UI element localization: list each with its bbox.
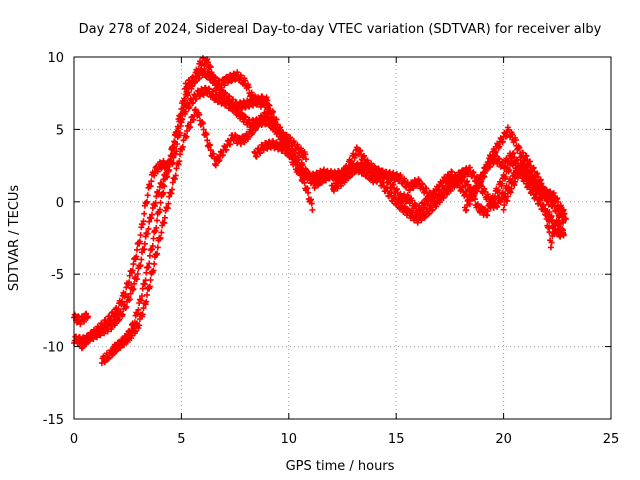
x-tick-label: 15 xyxy=(388,432,405,447)
y-tick-label: 0 xyxy=(56,196,64,211)
y-tick-label: -10 xyxy=(43,341,64,356)
series-track-9 xyxy=(500,158,569,251)
series-markers xyxy=(328,157,567,240)
series-track-7 xyxy=(328,157,567,240)
series-markers xyxy=(461,124,567,239)
series-track-5 xyxy=(109,106,309,356)
chart-title: Day 278 of 2024, Sidereal Day-to-day VTE… xyxy=(79,22,602,37)
x-axis-label: GPS time / hours xyxy=(286,459,395,474)
grid-lines xyxy=(74,57,611,419)
series-markers xyxy=(500,158,569,251)
series-track-8 xyxy=(461,124,567,239)
data-points xyxy=(71,55,569,367)
y-tick-label: -15 xyxy=(43,413,64,428)
y-axis-label: SDTVAR / TECUs xyxy=(7,185,22,292)
x-tick-label: 0 xyxy=(70,432,78,447)
x-tick-label: 5 xyxy=(177,432,185,447)
y-tick-label: 10 xyxy=(47,51,64,66)
series-markers xyxy=(109,106,309,356)
y-tick-label: -5 xyxy=(51,268,64,283)
y-tick-label: 5 xyxy=(56,123,64,138)
x-tick-label: 20 xyxy=(495,432,512,447)
x-tick-label: 25 xyxy=(603,432,620,447)
axis-ticks: 0 5 10 15 20 25 -15 -10 -5 0 5 10 xyxy=(43,51,620,447)
x-tick-label: 10 xyxy=(281,432,298,447)
plot-frame xyxy=(73,56,612,420)
